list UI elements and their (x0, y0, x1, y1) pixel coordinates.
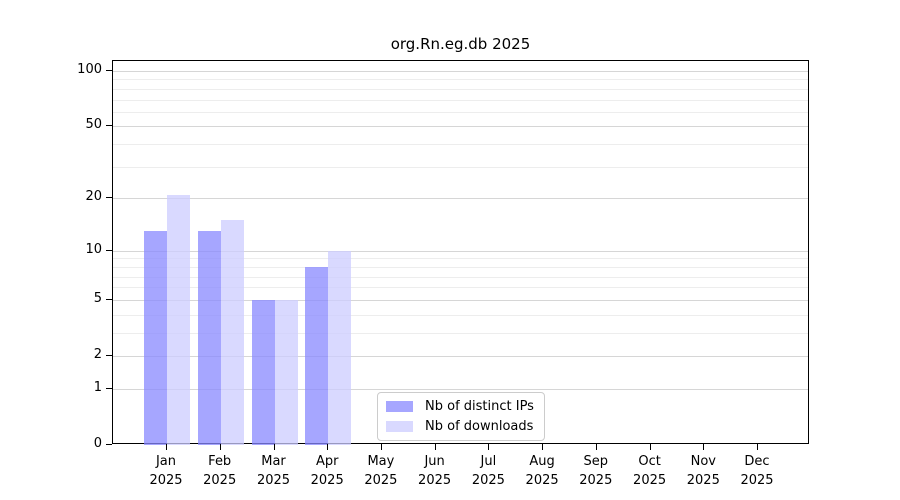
y-tick-label-50: 50 (85, 117, 102, 133)
legend-swatch-downloads (386, 421, 413, 432)
legend-label-downloads: Nb of downloads (425, 419, 534, 434)
x-tick-label-aug-2025: Aug 2025 (525, 454, 559, 488)
gridline-50 (113, 126, 808, 128)
plot-area (112, 60, 809, 445)
x-tick-label-jun-2025: Jun 2025 (418, 454, 452, 488)
y-tick-0 (106, 444, 112, 445)
gridline-20 (113, 198, 808, 200)
x-tick-label-apr-2025: Apr 2025 (310, 454, 344, 488)
x-tick-may-2025 (380, 444, 382, 450)
bar-nb-of-distinct-ips-mar-2025 (251, 299, 275, 445)
y-tick-label-10: 10 (85, 241, 102, 257)
minor-gridline-40 (113, 144, 808, 146)
y-tick-100 (106, 70, 112, 71)
legend: Nb of distinct IPs Nb of downloads (377, 392, 545, 441)
x-tick-label-may-2025: May 2025 (364, 454, 398, 488)
x-tick-label-jan-2025: Jan 2025 (149, 454, 183, 488)
gridline-2 (113, 356, 808, 357)
minor-gridline-9 (113, 258, 808, 260)
y-tick-10 (106, 249, 112, 251)
y-tick-label-20: 20 (85, 189, 102, 205)
bar-nb-of-downloads-apr-2025 (328, 250, 352, 445)
x-tick-jun-2025 (434, 444, 436, 450)
minor-gridline-30 (113, 166, 808, 168)
bar-nb-of-distinct-ips-jan-2025 (144, 231, 167, 445)
x-tick-oct-2025 (649, 444, 651, 450)
x-tick-label-sep-2025: Sep 2025 (579, 454, 613, 488)
y-tick-label-5: 5 (93, 290, 102, 306)
gridline-5 (113, 299, 808, 301)
bar-nb-of-downloads-mar-2025 (274, 299, 298, 445)
minor-gridline-6 (113, 287, 808, 289)
gridline-100 (113, 71, 808, 72)
x-tick-apr-2025 (327, 444, 329, 450)
y-tick-label-2: 2 (93, 347, 102, 362)
x-tick-mar-2025 (273, 444, 275, 450)
gridline-10 (113, 250, 808, 252)
minor-gridline-8 (113, 266, 808, 268)
y-tick-50 (106, 125, 112, 127)
x-tick-label-feb-2025: Feb 2025 (203, 454, 237, 488)
y-tick-1 (106, 387, 112, 389)
minor-gridline-7 (113, 276, 808, 278)
y-tick-5 (106, 298, 112, 300)
legend-label-distinct-ips: Nb of distinct IPs (425, 399, 534, 414)
gridline-1 (113, 388, 808, 390)
minor-gridline-4 (113, 314, 808, 316)
legend-swatch-distinct-ips (386, 401, 413, 412)
minor-gridline-70 (113, 99, 808, 101)
bar-nb-of-distinct-ips-apr-2025 (305, 266, 329, 445)
minor-gridline-80 (113, 88, 808, 90)
x-tick-label-nov-2025: Nov 2025 (686, 454, 720, 488)
x-tick-aug-2025 (542, 444, 544, 450)
x-tick-label-dec-2025: Dec 2025 (740, 454, 774, 488)
x-tick-label-oct-2025: Oct 2025 (633, 454, 667, 488)
legend-item-distinct-ips: Nb of distinct IPs (386, 399, 534, 414)
x-tick-jan-2025 (166, 444, 167, 450)
x-tick-feb-2025 (219, 444, 221, 450)
x-tick-label-jul-2025: Jul 2025 (471, 454, 505, 488)
y-tick-label-1: 1 (93, 379, 102, 395)
y-tick-2 (106, 355, 112, 356)
minor-gridline-60 (113, 111, 808, 113)
bar-nb-of-distinct-ips-feb-2025 (197, 231, 221, 445)
x-tick-sep-2025 (595, 444, 597, 450)
y-tick-label-0: 0 (93, 436, 102, 451)
minor-gridline-90 (113, 79, 808, 81)
x-tick-dec-2025 (757, 444, 758, 450)
chart-title: org.Rn.eg.db 2025 (390, 35, 531, 53)
x-tick-jul-2025 (488, 444, 490, 450)
legend-item-downloads: Nb of downloads (386, 419, 534, 434)
bar-nb-of-downloads-feb-2025 (220, 220, 244, 445)
x-tick-nov-2025 (703, 444, 705, 450)
y-tick-20 (106, 197, 112, 199)
x-tick-label-mar-2025: Mar 2025 (256, 454, 291, 488)
minor-gridline-3 (113, 332, 808, 334)
y-tick-label-100: 100 (77, 62, 102, 77)
bar-nb-of-downloads-jan-2025 (167, 194, 190, 445)
